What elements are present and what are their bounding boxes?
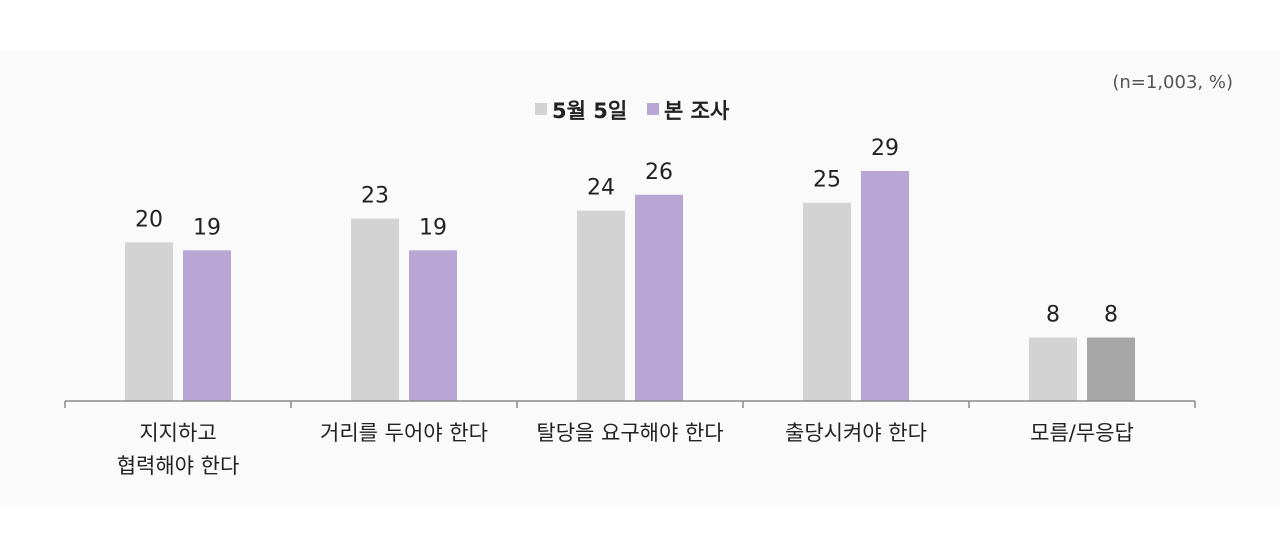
bar-5-series-2 [1087,337,1135,401]
bar-1-series-1 [125,242,173,401]
value-label-5-series-1: 8 [1046,303,1060,328]
category-label-5: 모름/무응답 [1030,421,1134,445]
value-label-2-series-2: 19 [419,215,447,240]
bar-2-series-2 [409,250,457,401]
bar-5-series-1 [1029,337,1077,401]
value-label-2-series-1: 23 [361,184,389,209]
value-label-3-series-2: 26 [645,160,673,185]
category-label-2: 거리를 두어야 한다 [320,421,488,445]
legend-swatch-2 [647,103,659,115]
value-label-1-series-1: 20 [135,207,163,232]
bars [125,171,1135,401]
category-label-3: 탈당을 요구해야 한다 [536,421,723,445]
bar-4-series-1 [803,202,851,401]
category-label-1-line-2: 협력해야 한다 [117,454,240,478]
value-label-4-series-1: 25 [813,168,841,193]
value-label-3-series-1: 24 [587,176,615,201]
legend-swatch-1 [535,103,547,115]
legend: 5월 5일 본 조사 [535,99,730,123]
bar-4-series-2 [861,171,909,401]
category-label-4: 출당시켜야 한다 [785,421,927,445]
value-label-4-series-2: 29 [871,136,899,161]
value-labels: 20 19 23 19 24 26 25 29 8 8 [135,136,1118,328]
value-label-1-series-2: 19 [193,215,221,240]
value-label-5-series-2: 8 [1104,303,1118,328]
sample-note: (n=1,003, %) [1112,72,1233,93]
bar-1-series-2 [183,250,231,401]
legend-label-1: 5월 5일 [552,99,627,123]
bar-3-series-1 [577,210,625,401]
category-label-1-line-1: 지지하고 [139,421,216,445]
legend-label-2: 본 조사 [664,99,730,123]
bar-2-series-1 [351,218,399,401]
x-axis [64,400,1196,408]
bar-3-series-2 [635,194,683,401]
